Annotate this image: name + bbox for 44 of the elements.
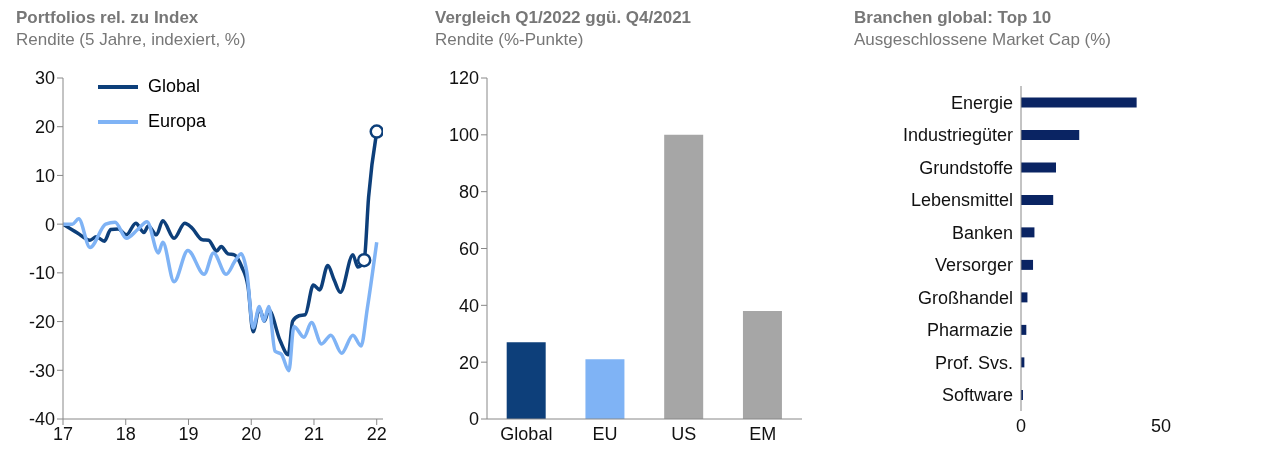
x-tick-label: EM <box>749 423 777 444</box>
x-tick-label: 0 <box>1015 415 1027 436</box>
chart-subtitle: Rendite (%-Punkte) <box>435 30 585 50</box>
x-tick-label: EU <box>592 423 618 444</box>
y-tick-label: 120 <box>448 68 479 89</box>
x-tick-label: Global <box>500 423 553 444</box>
y-tick-label: 40 <box>458 295 479 316</box>
y-tick-label: Versorger <box>934 255 1013 276</box>
y-tick-label: -10 <box>28 263 55 284</box>
chart-title: Vergleich Q1/2022 ggü. Q4/2021 <box>435 8 693 28</box>
y-tick-label: 80 <box>458 182 479 203</box>
x-tick-label: 19 <box>178 423 199 444</box>
x-tick-label: 17 <box>52 423 74 444</box>
y-tick-label: Prof. Svs. <box>934 352 1013 373</box>
y-tick-label: Energie <box>950 92 1013 113</box>
y-tick-label: 20 <box>458 352 479 373</box>
y-tick-label: 10 <box>34 165 55 186</box>
x-tick-label: 18 <box>115 423 136 444</box>
y-tick-label: Banken <box>951 222 1013 243</box>
legend-label: Global <box>148 76 201 97</box>
x-tick-label: 22 <box>366 423 387 444</box>
y-tick-label: -30 <box>28 360 55 381</box>
y-tick-label: 60 <box>458 238 479 259</box>
y-tick-label: Grundstoffe <box>919 157 1013 178</box>
y-tick-label: -20 <box>28 311 55 332</box>
y-tick-label: Industriegüter <box>902 125 1013 146</box>
y-tick-label: 30 <box>34 68 55 89</box>
x-tick-label: 50 <box>1150 415 1172 436</box>
chart-title: Branchen global: Top 10 <box>854 8 1053 28</box>
legend-label: Europa <box>148 111 207 132</box>
chart-subtitle: Ausgeschlossene Market Cap (%) <box>854 30 1112 50</box>
y-tick-label: -40 <box>28 409 55 430</box>
chart-title: Portfolios rel. zu Index <box>16 8 200 28</box>
x-tick-label: 20 <box>241 423 262 444</box>
x-tick-label: 21 <box>303 423 324 444</box>
y-tick-label: Großhandel <box>917 287 1013 308</box>
x-tick-label: US <box>671 423 697 444</box>
chart-subtitle: Rendite (5 Jahre, indexiert, %) <box>16 30 247 50</box>
y-tick-label: Lebensmittel <box>910 190 1013 211</box>
y-tick-label: 0 <box>44 214 55 235</box>
y-tick-label: 100 <box>448 125 479 146</box>
y-tick-label: 20 <box>34 117 55 138</box>
y-tick-label: Pharmazie <box>926 320 1013 341</box>
y-tick-label: Software <box>941 385 1013 406</box>
